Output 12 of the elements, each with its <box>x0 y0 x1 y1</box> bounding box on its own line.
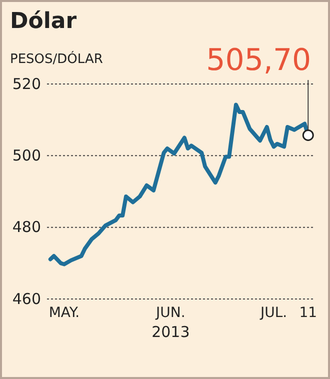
x-tick-label: 11 <box>299 304 318 321</box>
x-tick-label: MAY. <box>48 304 80 321</box>
annotation: 505,70 <box>206 43 312 78</box>
chart-subtitle: PESOS/DÓLAR <box>10 50 103 67</box>
y-tick-label: 520 <box>12 74 41 93</box>
x-tick-label: JUL. <box>259 304 288 321</box>
x-axis-title: 2013 <box>152 323 190 341</box>
y-tick-label: 480 <box>12 218 41 236</box>
y-tick-label: 460 <box>12 290 41 308</box>
x-tick-label: JUN. <box>155 304 186 321</box>
y-tick-label: 500 <box>12 146 41 164</box>
chart-title: Dólar <box>10 9 77 34</box>
